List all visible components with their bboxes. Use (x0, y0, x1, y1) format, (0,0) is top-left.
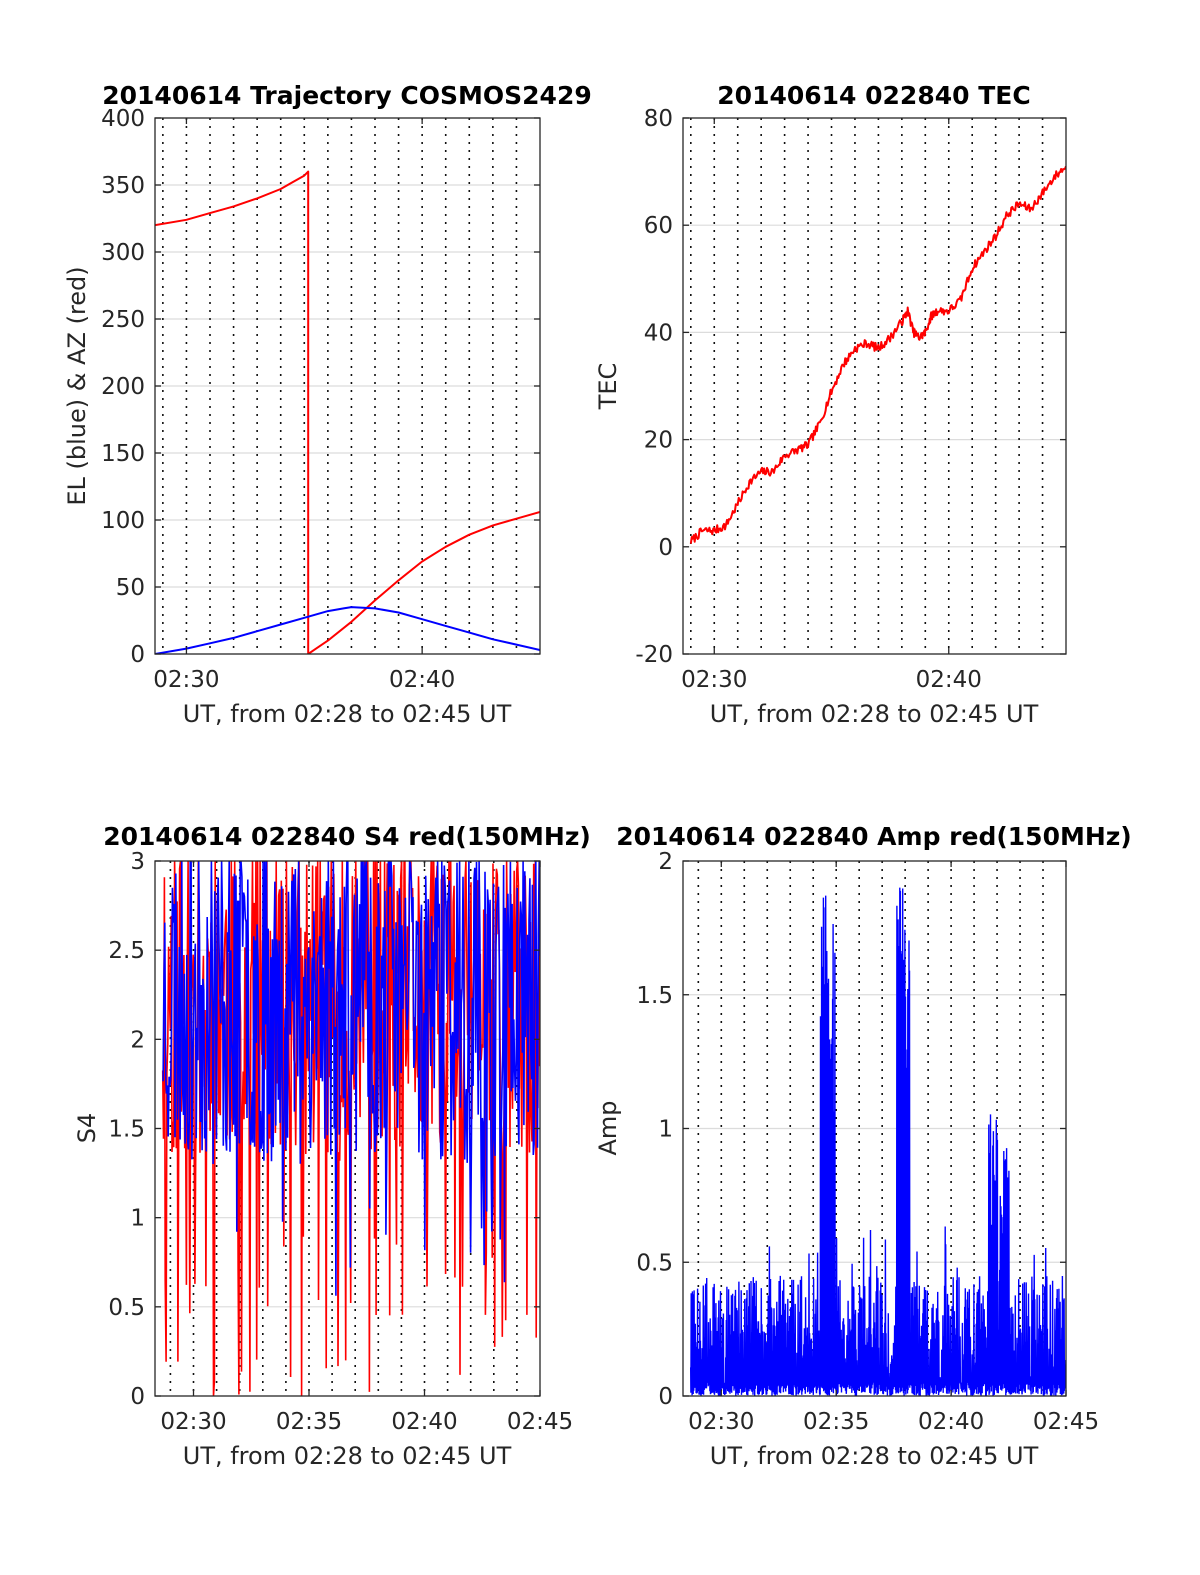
x-tick-label: 02:30 (160, 1409, 226, 1435)
chart-title: 20140614 022840 TEC (717, 81, 1030, 110)
plot-area (155, 170, 540, 654)
x-tick-label: 02:45 (507, 1409, 573, 1435)
x-tick-label: 02:40 (916, 667, 982, 693)
y-tick-label: 60 (644, 213, 673, 239)
y-tick-label: 2 (658, 849, 673, 875)
y-tick-label: 1.5 (108, 1117, 145, 1143)
y-tick-label: 80 (644, 106, 673, 132)
y-axis-label: S4 (73, 1113, 101, 1144)
x-axis-label: UT, from 02:28 to 02:45 UT (183, 700, 512, 728)
y-tick-label: 20 (644, 428, 673, 454)
y-tick-label: 1.5 (636, 983, 673, 1009)
chart-title: 20140614 022840 Amp red(150MHz) (616, 822, 1132, 851)
y-tick-label: 1 (130, 1206, 145, 1232)
y-tick-label: 0 (130, 1384, 145, 1410)
y-tick-label: 1 (658, 1117, 673, 1143)
y-tick-label: 150 (101, 441, 145, 467)
series-line (162, 861, 540, 1296)
y-tick-label: 40 (644, 320, 673, 346)
y-tick-label: 400 (101, 106, 145, 132)
series-line (155, 606, 540, 654)
plot-area (690, 887, 1066, 1396)
x-tick-label: 02:45 (1033, 1409, 1099, 1435)
y-tick-label: 250 (101, 307, 145, 333)
amp-panel: 20140614 022840 Amp red(150MHz) UT, from… (594, 822, 1132, 1470)
y-tick-label: 2 (130, 1027, 145, 1053)
x-tick-label: 02:35 (276, 1409, 342, 1435)
y-tick-label: 0 (658, 535, 673, 561)
y-tick-label: 300 (101, 240, 145, 266)
x-tick-label: 02:30 (688, 1409, 754, 1435)
y-tick-label: 50 (116, 575, 145, 601)
y-axis-label: EL (blue) & AZ (red) (63, 266, 91, 505)
x-axis-label: UT, from 02:28 to 02:45 UT (183, 1442, 512, 1470)
x-axis-label: UT, from 02:28 to 02:45 UT (710, 1442, 1039, 1470)
x-tick-label: 02:40 (391, 1409, 457, 1435)
series-line (690, 887, 1066, 1396)
x-tick-label: 02:35 (803, 1409, 869, 1435)
y-tick-label: 0 (658, 1384, 673, 1410)
x-tick-label: 02:40 (389, 667, 455, 693)
y-tick-label: 0.5 (636, 1250, 673, 1276)
x-tick-label: 02:30 (153, 667, 219, 693)
y-axis-label: TEC (594, 363, 622, 411)
chart-title: 20140614 022840 S4 red(150MHz) (103, 822, 591, 851)
y-tick-label: 200 (101, 374, 145, 400)
series-line (155, 170, 540, 654)
chart-title: 20140614 Trajectory COSMOS2429 (102, 81, 592, 110)
tec-panel: 20140614 022840 TEC UT, from 02:28 to 02… (594, 81, 1067, 728)
plot-area (689, 165, 1066, 544)
x-tick-label: 02:30 (681, 667, 747, 693)
y-tick-label: 3 (130, 849, 145, 875)
y-axis-label: Amp (594, 1100, 622, 1155)
y-tick-label: 0 (130, 642, 145, 668)
y-tick-label: 100 (101, 508, 145, 534)
series-line (689, 165, 1066, 544)
x-axis-label: UT, from 02:28 to 02:45 UT (710, 700, 1039, 728)
y-tick-label: 350 (101, 173, 145, 199)
plot-frame (682, 117, 1067, 655)
trajectory-panel: 20140614 Trajectory COSMOS2429 UT, from … (63, 81, 592, 728)
x-tick-label: 02:40 (918, 1409, 984, 1435)
y-tick-label: 0.5 (108, 1295, 145, 1321)
plot-area (161, 861, 540, 1396)
y-tick-label: -20 (635, 642, 673, 668)
s4-panel: 20140614 022840 S4 red(150MHz) UT, from … (73, 822, 591, 1470)
y-tick-label: 2.5 (108, 938, 145, 964)
